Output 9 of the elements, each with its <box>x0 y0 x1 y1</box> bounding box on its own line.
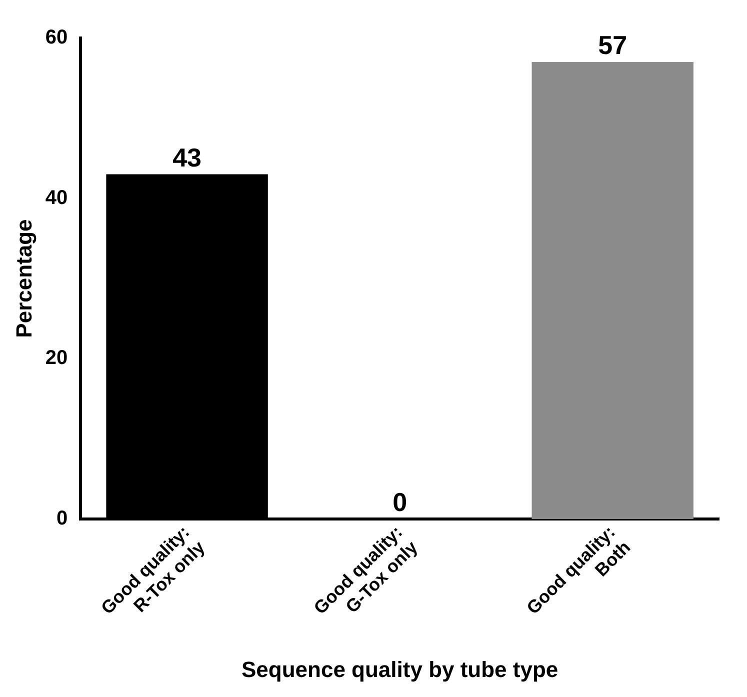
y-tick-label: 60 <box>45 26 68 49</box>
data-label: 43 <box>172 142 202 172</box>
x-axis-title: Sequence quality by tube type <box>242 656 558 682</box>
y-tick-label: 20 <box>45 347 68 370</box>
y-tick-label: 40 <box>45 186 68 209</box>
data-label: 57 <box>598 30 628 60</box>
y-axis-title: Percentage <box>11 219 36 338</box>
data-label: 0 <box>392 487 408 518</box>
y-tick-label: 0 <box>56 508 68 530</box>
